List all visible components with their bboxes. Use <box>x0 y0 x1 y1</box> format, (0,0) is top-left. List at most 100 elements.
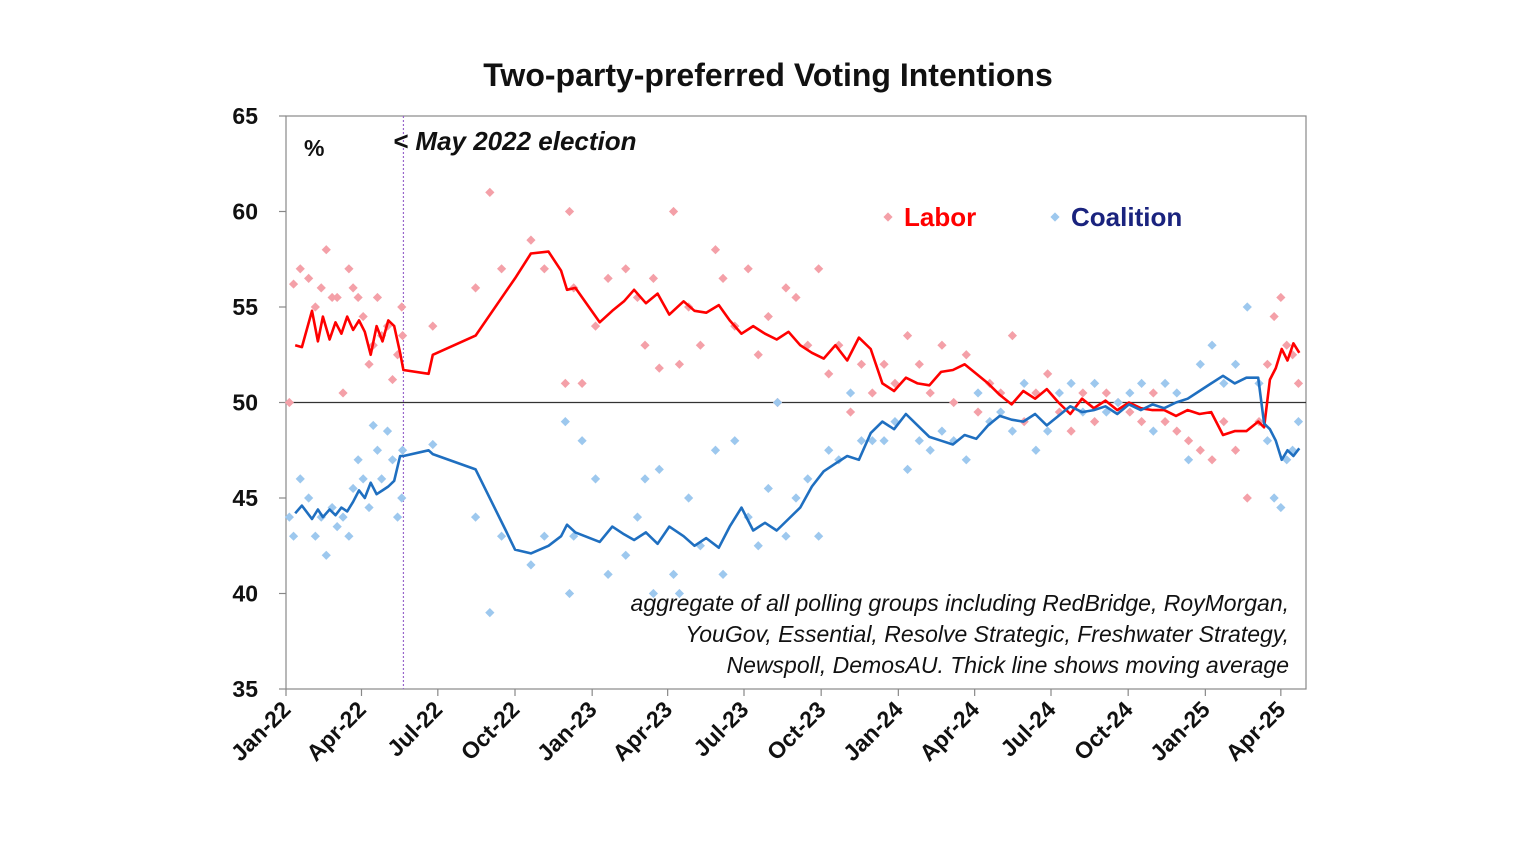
coalition-poll-point <box>603 569 613 579</box>
x-tick-label: Jan-25 <box>1145 696 1215 766</box>
labor-poll-point <box>949 397 959 408</box>
coalition-poll-point <box>668 569 679 579</box>
labor-poll-point <box>937 340 947 350</box>
labor-average-line <box>294 250 1301 437</box>
labor-poll-point <box>310 302 320 312</box>
labor-poll-point <box>867 388 877 398</box>
annotation: aggregate of all polling groups includin… <box>631 590 1289 678</box>
y-tick-label: 60 <box>232 199 258 225</box>
labor-poll-point <box>560 378 570 388</box>
coalition-poll-point <box>1195 359 1205 369</box>
coalition-poll-point <box>1242 302 1252 312</box>
labor-poll-point <box>348 283 358 293</box>
x-tick-label: Jan-24 <box>838 696 908 766</box>
coalition-poll-point <box>316 512 326 522</box>
x-tick-label: Apr-25 <box>1220 696 1290 766</box>
coalition-poll-point <box>428 439 438 450</box>
labor-poll-point <box>428 321 438 331</box>
labor-poll-point <box>914 359 924 369</box>
labor-poll-point <box>1160 417 1170 427</box>
coalition-poll-point <box>640 474 650 484</box>
labor-poll-point <box>1101 388 1111 398</box>
y-tick-label: 45 <box>232 485 258 511</box>
coalition-poll-point <box>791 493 801 503</box>
labor-poll-point <box>1219 417 1229 427</box>
labor-poll-point <box>1293 378 1304 388</box>
labor-poll-point <box>470 283 481 293</box>
coalition-poll-point <box>332 522 342 532</box>
labor-poll-point <box>284 397 294 408</box>
coalition-poll-point <box>834 455 844 465</box>
coalition-poll-point <box>824 445 834 455</box>
coalition-poll-point <box>1207 340 1217 350</box>
labor-poll-point <box>358 311 368 322</box>
coalition-poll-point <box>814 531 824 541</box>
labor-poll-point <box>1043 369 1053 379</box>
coalition-poll-point <box>358 474 368 484</box>
labor-poll-point <box>710 245 721 255</box>
coalition-poll-point <box>344 531 354 541</box>
labor-poll-point <box>344 264 354 274</box>
coalition-poll-point <box>1066 378 1076 388</box>
labor-poll-point <box>781 283 791 293</box>
coalition-poll-point <box>321 550 331 560</box>
coalition-poll-point <box>1043 426 1053 436</box>
coalition-poll-point <box>1148 426 1158 436</box>
coalition-poll-point <box>284 512 294 522</box>
coalition-poll-point <box>1172 388 1182 398</box>
coalition-poll-point <box>1007 426 1018 436</box>
coalition-poll-point <box>1019 378 1029 388</box>
coalition-poll-point <box>1054 388 1064 398</box>
coalition-poll-point <box>781 531 791 541</box>
coalition-poll-point <box>1230 359 1241 369</box>
coalition-poll-point <box>470 512 481 522</box>
labor-poll-point <box>814 264 824 274</box>
labor-poll-point <box>1148 388 1158 398</box>
labor-poll-point <box>925 388 935 398</box>
labor-poll-point <box>763 311 773 322</box>
labor-poll-point <box>695 340 705 350</box>
coalition-poll-point <box>902 464 913 474</box>
coalition-poll-point <box>288 531 299 541</box>
coalition-poll-point <box>539 531 549 541</box>
labor-poll-point <box>890 378 900 388</box>
labor-poll-point <box>295 264 305 274</box>
coalition-poll-point <box>392 512 403 522</box>
coalition-poll-point <box>1113 397 1123 408</box>
labor-poll-point <box>902 331 913 341</box>
labor-poll-point <box>372 292 383 303</box>
labor-poll-point <box>791 292 801 303</box>
labor-poll-point <box>288 279 299 289</box>
labor-poll-point <box>1136 417 1147 427</box>
coalition-poll-point <box>1219 378 1229 388</box>
coalition-poll-point <box>1183 455 1194 465</box>
labor-poll-point <box>621 264 631 274</box>
coalition-poll-point <box>569 531 579 541</box>
labor-poll-point <box>1195 445 1205 455</box>
coalition-poll-point <box>590 474 601 484</box>
coalition-poll-point <box>1125 388 1135 398</box>
event-label: < May 2022 election <box>393 126 637 156</box>
labor-poll-point <box>496 264 507 274</box>
coalition-poll-point <box>718 569 728 579</box>
coalition-poll-point <box>803 474 813 484</box>
coalition-poll-point <box>763 483 773 494</box>
coalition-poll-point <box>1136 378 1147 388</box>
labor-poll-point <box>526 235 536 245</box>
coalition-poll-point <box>327 502 337 513</box>
x-tick-label: Oct-22 <box>456 696 525 765</box>
x-tick-label: Jul-24 <box>995 696 1061 762</box>
labor-poll-point <box>327 292 337 303</box>
labor-poll-point <box>668 206 679 217</box>
coalition-poll-point <box>397 493 407 503</box>
coalition-poll-point <box>377 474 387 484</box>
coalition-poll-point <box>368 420 378 431</box>
x-tick-label: Oct-24 <box>1069 696 1138 765</box>
labor-poll-point <box>397 331 408 341</box>
coalition-poll-point <box>879 436 889 446</box>
coalition-poll-point <box>372 445 383 455</box>
annotation-line: Newspoll, DemosAU. Thick line shows movi… <box>727 652 1289 678</box>
labor-poll-point <box>1262 359 1273 369</box>
coalition-poll-point <box>648 588 659 599</box>
labor-poll-point <box>718 273 728 283</box>
